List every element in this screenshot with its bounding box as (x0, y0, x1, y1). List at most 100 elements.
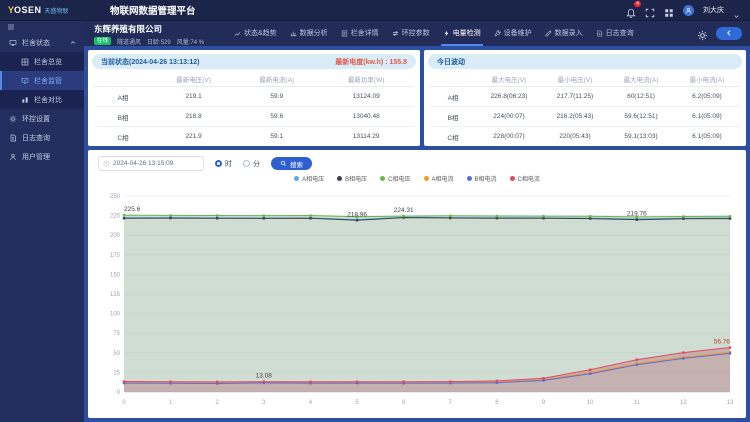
tab-device-maintain[interactable]: 设备维护 (494, 20, 532, 46)
subheader-actions (697, 20, 750, 46)
legend-item-C相电流[interactable]: C相电流 (509, 174, 540, 183)
svg-text:125: 125 (110, 292, 121, 298)
tab-label: 状态&趋势 (244, 30, 277, 37)
sidebar-item-label: 用户管理 (22, 153, 50, 161)
svg-text:225.6: 225.6 (124, 206, 141, 213)
table-cell: 224(00:07) (493, 113, 525, 120)
legend-dot (466, 176, 472, 181)
brand-logo: Y OSEN 天盛物联 (0, 5, 84, 15)
table-cell: 59.6 (270, 113, 284, 120)
tab-barn-detail[interactable]: 栏舍详情 (341, 20, 379, 46)
user-caret-down-icon[interactable] (733, 7, 740, 18)
legend-dot (509, 176, 515, 181)
table-cell: A相 (447, 94, 459, 102)
collapse-panel-button[interactable] (716, 26, 742, 40)
username[interactable]: 刘大庆 (703, 7, 724, 14)
search-button[interactable]: 搜索 (271, 157, 312, 170)
logo-sub: 天盛物联 (44, 9, 69, 15)
tab-label: 日志查询 (605, 30, 634, 37)
table-cell: 13040.48 (352, 113, 380, 120)
sidebar-item-user-management[interactable]: 用户管理 (0, 147, 84, 166)
legend-item-A相电流[interactable]: A相电流 (423, 174, 454, 183)
tab-env-params[interactable]: 环控参数 (392, 20, 430, 46)
tab-label: 环控参数 (401, 30, 430, 37)
apps-grid-icon[interactable] (664, 5, 674, 17)
legend-item-A相电压[interactable]: A相电压 (294, 174, 324, 183)
tab-power-monitor[interactable]: 电量检测 (440, 20, 483, 46)
datetime-input[interactable]: 2024-04-26 13:15:09 (98, 156, 204, 171)
company-stats: 在线 隧道通风 日龄:529 风量:74 % (94, 37, 222, 46)
svg-text:9: 9 (542, 400, 546, 406)
legend-label: A相电压 (302, 177, 325, 183)
column-header: 最新功率(W) (347, 76, 385, 84)
table-cell: 59.9 (270, 93, 284, 100)
table-cell: 226.8(06:23) (490, 93, 528, 100)
main-area: 东辉养殖有限公司 在线 隧道通风 日龄:529 风量:74 % 状态&趋势 数据分… (84, 20, 750, 422)
svg-text:12: 12 (680, 400, 687, 406)
subheader: 东辉养殖有限公司 在线 隧道通风 日龄:529 风量:74 % 状态&趋势 数据分… (84, 20, 750, 46)
sidebar-item-log-query[interactable]: 日志查询 (0, 128, 84, 147)
svg-text:0: 0 (117, 390, 121, 396)
svg-text:11: 11 (634, 400, 641, 406)
table-row: A相 219.1 59.9 13124.09 (94, 87, 414, 107)
legend-item-B相电压[interactable]: B相电压 (337, 174, 367, 183)
table-row: B相 224(00:07) 216.2(05:43) 59.6(12:51) 6.1(0… (430, 107, 740, 127)
user-avatar[interactable] (683, 4, 694, 16)
svg-text:25: 25 (113, 370, 120, 376)
radio-minute-label: 分 (253, 160, 260, 168)
table-cell: 59.6(12:51) (624, 113, 658, 120)
user-icon (9, 153, 17, 161)
legend-label: B相电流 (474, 177, 497, 183)
column-header: 最大电流(A) (623, 76, 659, 84)
radio-hour-label: 时 (225, 160, 232, 168)
radio-minute-dot (243, 160, 250, 167)
sidebar-item-barn-status[interactable]: 栏舍状态 (0, 33, 84, 52)
tab-data-entry[interactable]: 数据录入 (545, 20, 583, 46)
svg-text:225: 225 (110, 214, 121, 220)
legend-label: C相电压 (388, 177, 411, 183)
overview-icon (21, 58, 29, 66)
table-header-row: 最大电压(V) 最小电压(V) 最大电流(A) 最小电流(A) (430, 71, 740, 87)
file-icon (9, 134, 17, 142)
svg-text:250: 250 (110, 194, 121, 200)
tab-log-query-tab[interactable]: 日志查询 (596, 20, 634, 46)
settings-gear-icon[interactable] (697, 28, 708, 40)
legend-item-B相电流[interactable]: B相电流 (466, 174, 497, 183)
table-row: B相 218.8 59.6 13040.48 (94, 107, 414, 127)
sidebar-item-barn-monitor[interactable]: 栏舍监管 (0, 71, 84, 90)
params-icon (392, 30, 399, 37)
sidebar-collapse-icon[interactable] (7, 23, 15, 31)
sidebar-item-barn-overview[interactable]: 栏舍总览 (0, 52, 84, 71)
tab-data-analysis[interactable]: 数据分析 (290, 20, 328, 46)
datetime-value: 2024-04-26 13:15:09 (113, 160, 174, 167)
ventilation-mode: 隧道通风 (117, 39, 142, 46)
radio-hour[interactable]: 时 (215, 159, 232, 169)
fullscreen-icon[interactable] (645, 5, 655, 18)
chart-legend: A相电压 B相电压 C相电压 A相电流 B相电流 C相电流 (88, 174, 746, 183)
svg-text:75: 75 (113, 331, 120, 337)
table-cell: 218.8 (185, 113, 202, 120)
sidebar-item-barn-compare[interactable]: 栏舍对比 (0, 90, 84, 109)
sidebar-item-label: 栏舍状态 (22, 39, 50, 47)
table-cell: 6.1(05:09) (692, 133, 722, 140)
column-header: 最小电压(V) (557, 76, 593, 84)
tab-status-trend[interactable]: 状态&趋势 (234, 20, 277, 46)
svg-text:56.76: 56.76 (714, 339, 731, 346)
notification-bell-icon[interactable]: 4 (626, 1, 641, 18)
legend-item-C相电压[interactable]: C相电压 (380, 174, 411, 183)
column-header: 最新电流(A) (259, 76, 295, 84)
logo-letter: Y (8, 5, 15, 15)
svg-text:4: 4 (309, 400, 313, 406)
sidebar-item-env-settings[interactable]: 环控设置 (0, 109, 84, 128)
column-header: 最小电流(A) (689, 76, 725, 84)
table-row: C相 221.9 59.1 13114.29 (94, 127, 414, 146)
topbar-actions: 4 刘大庆 (626, 1, 750, 18)
tab-bar: 状态&趋势 数据分析 栏舍详情 环控参数 电量检测 设备维护 数据录入 日志查询 (234, 20, 634, 46)
table-cell: 228(00:07) (493, 133, 525, 140)
company-block: 东辉养殖有限公司 在线 隧道通风 日龄:529 风量:74 % (84, 20, 222, 46)
app-title: 物联网数据管理平台 (110, 6, 196, 17)
legend-dot (380, 176, 386, 181)
radio-minute[interactable]: 分 (243, 159, 260, 169)
monitor-check-icon (21, 77, 29, 85)
